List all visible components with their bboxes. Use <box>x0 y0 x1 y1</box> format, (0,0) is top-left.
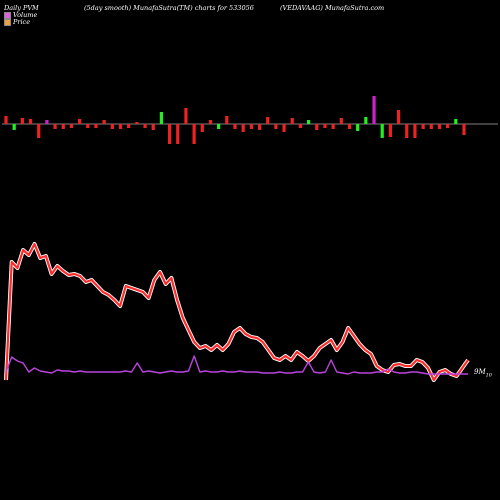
volume-bar <box>192 124 196 144</box>
volume-bar <box>225 116 229 124</box>
volume-bar <box>28 119 33 124</box>
volume-bar <box>282 124 286 132</box>
volume-bar <box>135 122 139 124</box>
chart-header-center: (5day smooth) MunafaSutra(TM) charts for… <box>84 4 254 12</box>
volume-bar <box>331 124 335 129</box>
volume-bar <box>94 124 98 128</box>
volume-bar <box>118 124 123 129</box>
volume-bar <box>380 124 384 138</box>
volume-bar <box>323 124 327 128</box>
volume-bar <box>290 118 294 124</box>
volume-bar <box>372 96 376 124</box>
volume-bar <box>53 124 57 129</box>
volume-bar <box>462 124 466 135</box>
volume-bar <box>151 124 155 130</box>
volume-bar <box>102 120 106 124</box>
volume-bar <box>356 124 360 131</box>
volume-line <box>5 355 468 375</box>
volume-bar <box>200 124 204 132</box>
volume-bar <box>429 124 433 129</box>
volume-bar <box>396 110 401 124</box>
volume-bar <box>86 124 90 128</box>
volume-bar <box>437 124 442 129</box>
volume-bar <box>339 118 343 124</box>
volume-bar <box>176 124 180 144</box>
volume-bar <box>127 124 131 128</box>
chart-header-left: Daily PVM <box>4 4 39 12</box>
volume-bar <box>307 120 311 124</box>
legend-volume-swatch <box>4 11 11 19</box>
volume-bar <box>233 124 237 129</box>
volume-bar <box>249 124 253 129</box>
volume-bar <box>413 124 417 138</box>
volume-bar <box>266 117 270 124</box>
volume-bar <box>217 124 221 129</box>
volume-bar <box>37 124 41 138</box>
legend-price-swatch <box>4 18 11 26</box>
volume-bar <box>78 119 82 124</box>
volume-bar <box>143 124 147 128</box>
legend-volume-label: Volume <box>13 11 38 19</box>
price-line <box>4 242 469 382</box>
volume-bar <box>208 120 213 124</box>
volume-bar <box>184 108 188 124</box>
volume-bar <box>257 124 262 130</box>
chart-header-right: (VEDAVAAG) MunafaSutra.com <box>280 4 385 12</box>
end-label-main: 9M <box>474 368 486 376</box>
volume-bar <box>110 124 114 129</box>
end-label: 9M10 <box>474 368 492 378</box>
volume-bar <box>61 124 65 129</box>
volume-bar <box>347 124 352 129</box>
volume-bar <box>12 124 16 130</box>
volume-bar <box>69 124 74 128</box>
volume-bar <box>405 124 409 138</box>
volume-bar <box>421 124 425 129</box>
price-line-outline <box>4 242 470 382</box>
volume-bar <box>274 124 278 129</box>
volume-bar <box>20 118 24 124</box>
volume-bar <box>446 124 450 128</box>
volume-bar <box>364 117 368 124</box>
volume-bar <box>388 124 392 137</box>
volume-bar <box>298 124 303 128</box>
volume-bar <box>45 120 49 124</box>
volume-bar <box>4 116 8 124</box>
end-label-sub: 10 <box>485 372 492 379</box>
legend-price: Price <box>4 18 30 26</box>
legend-price-label: Price <box>13 18 31 26</box>
volume-bar <box>241 124 245 132</box>
volume-bar <box>315 124 319 130</box>
volume-bar <box>167 124 172 144</box>
legend-volume: Volume <box>4 11 37 19</box>
volume-bar <box>454 119 458 124</box>
volume-bar <box>159 112 163 124</box>
